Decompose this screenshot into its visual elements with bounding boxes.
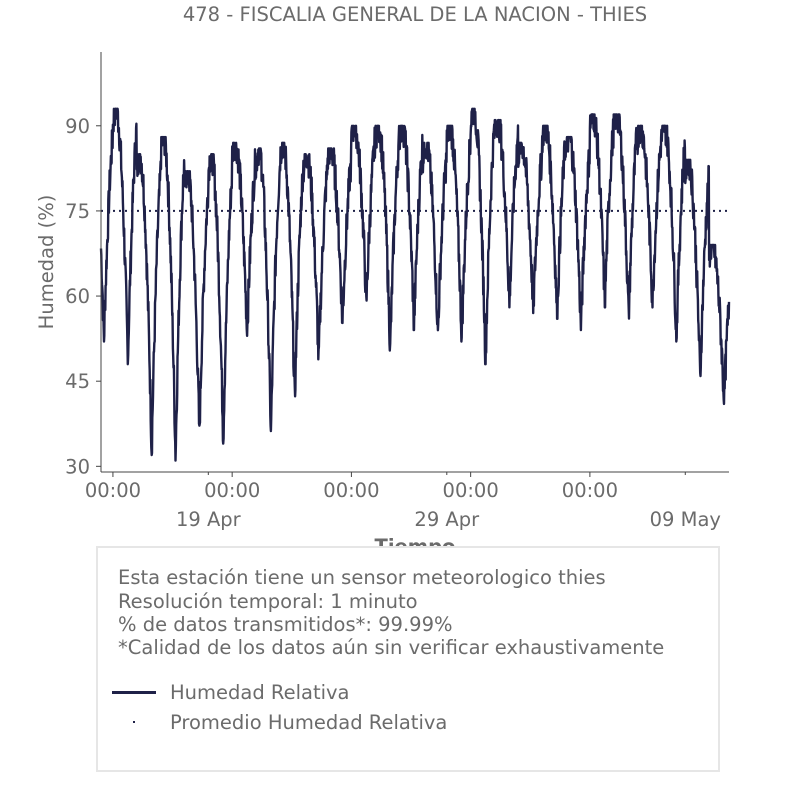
transmission-info: % de datos transmitidos*: 99.99% bbox=[118, 613, 453, 636]
x-tick-label-time: 00:00 bbox=[204, 479, 260, 502]
sensor-info: Esta estación tiene un sensor meteorolog… bbox=[118, 566, 606, 589]
plot-area bbox=[99, 107, 731, 462]
legend-item-humidity: Humedad Relativa bbox=[112, 680, 350, 704]
legend-label-average: Promedio Humedad Relativa bbox=[170, 710, 448, 734]
y-tick-label: 45 bbox=[65, 370, 90, 393]
x-axis: 00:00 00:00 00:00 00:00 00:00 19 Apr 29 Apr 09 … bbox=[85, 471, 729, 531]
humidity-chart: 478 - FISCALIA GENERAL DE LA NACION - TH… bbox=[35, 3, 731, 558]
y-tick-label: 75 bbox=[65, 200, 90, 223]
humidity-series-line bbox=[99, 107, 731, 462]
resolution-info: Resolución temporal: 1 minuto bbox=[118, 590, 418, 613]
x-tick-label-time: 00:00 bbox=[562, 479, 618, 502]
x-tick-label-date: 19 Apr bbox=[176, 508, 242, 531]
legend-line-swatch bbox=[112, 680, 156, 704]
y-axis: 30 45 60 75 90 bbox=[65, 52, 102, 478]
x-tick-label-time: 00:00 bbox=[443, 479, 499, 502]
y-tick-label: 30 bbox=[65, 455, 90, 478]
info-box: Esta estación tiene un sensor meteorolog… bbox=[96, 546, 720, 772]
y-axis-label: Humedad (%) bbox=[35, 195, 58, 330]
quality-note: *Calidad de los datos aún sin verificar … bbox=[118, 636, 665, 659]
legend-item-average: Promedio Humedad Relativa bbox=[112, 710, 447, 734]
x-tick-label-date: 29 Apr bbox=[414, 508, 480, 531]
y-tick-label: 60 bbox=[65, 285, 90, 308]
legend-label-humidity: Humedad Relativa bbox=[170, 680, 350, 704]
y-tick-label: 90 bbox=[65, 115, 90, 138]
x-tick-label-time: 00:00 bbox=[85, 479, 141, 502]
chart-title: 478 - FISCALIA GENERAL DE LA NACION - TH… bbox=[183, 3, 647, 26]
x-tick-label-time: 00:00 bbox=[323, 479, 379, 502]
legend-dot-swatch bbox=[112, 710, 156, 734]
x-tick-label-date: 09 May bbox=[650, 508, 721, 531]
